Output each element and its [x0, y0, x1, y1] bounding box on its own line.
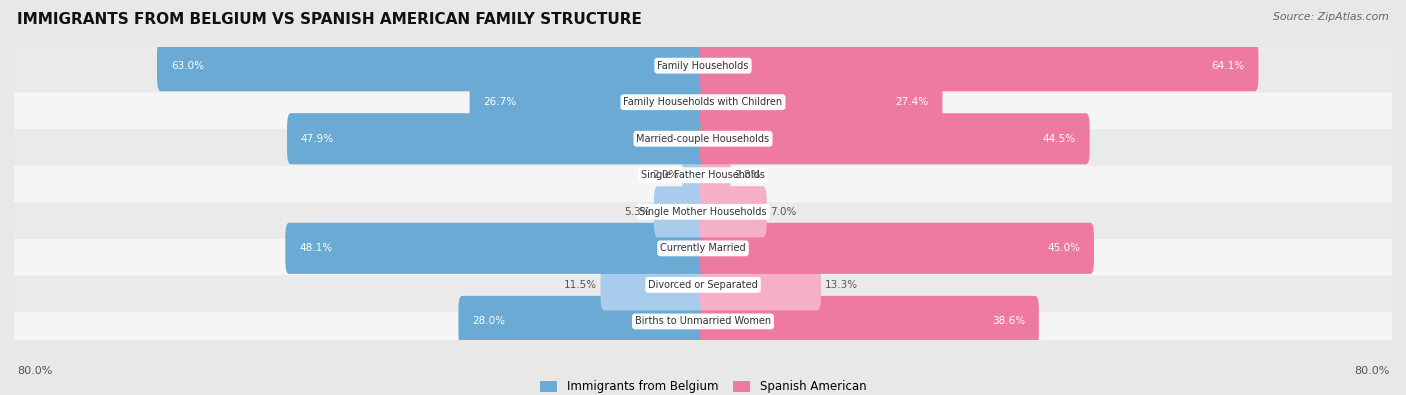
FancyBboxPatch shape [700, 113, 1090, 164]
Text: 11.5%: 11.5% [564, 280, 598, 290]
Text: 27.4%: 27.4% [896, 97, 928, 107]
Text: 5.3%: 5.3% [624, 207, 651, 217]
FancyBboxPatch shape [7, 112, 1399, 166]
Text: 28.0%: 28.0% [472, 316, 505, 326]
Text: Currently Married: Currently Married [661, 243, 745, 253]
FancyBboxPatch shape [600, 260, 706, 310]
FancyBboxPatch shape [157, 40, 706, 91]
Text: 80.0%: 80.0% [1354, 366, 1389, 376]
Text: 47.9%: 47.9% [301, 134, 335, 144]
Text: 26.7%: 26.7% [484, 97, 516, 107]
FancyBboxPatch shape [7, 185, 1399, 239]
Text: Source: ZipAtlas.com: Source: ZipAtlas.com [1274, 12, 1389, 22]
Text: 7.0%: 7.0% [770, 207, 797, 217]
Text: 80.0%: 80.0% [17, 366, 52, 376]
FancyBboxPatch shape [7, 294, 1399, 348]
Text: Single Father Households: Single Father Households [641, 170, 765, 180]
Text: Single Mother Households: Single Mother Households [640, 207, 766, 217]
Text: 63.0%: 63.0% [170, 61, 204, 71]
FancyBboxPatch shape [458, 296, 706, 347]
FancyBboxPatch shape [7, 148, 1399, 202]
FancyBboxPatch shape [7, 221, 1399, 275]
Text: 48.1%: 48.1% [299, 243, 332, 253]
Text: IMMIGRANTS FROM BELGIUM VS SPANISH AMERICAN FAMILY STRUCTURE: IMMIGRANTS FROM BELGIUM VS SPANISH AMERI… [17, 12, 641, 27]
FancyBboxPatch shape [7, 258, 1399, 312]
FancyBboxPatch shape [700, 260, 821, 310]
Text: Family Households: Family Households [658, 61, 748, 71]
Text: Divorced or Separated: Divorced or Separated [648, 280, 758, 290]
Text: Family Households with Children: Family Households with Children [623, 97, 783, 107]
FancyBboxPatch shape [700, 296, 1039, 347]
Text: 38.6%: 38.6% [993, 316, 1025, 326]
Text: 13.3%: 13.3% [824, 280, 858, 290]
FancyBboxPatch shape [700, 150, 731, 201]
Text: Births to Unmarried Women: Births to Unmarried Women [636, 316, 770, 326]
Text: 64.1%: 64.1% [1212, 61, 1244, 71]
FancyBboxPatch shape [7, 39, 1399, 93]
Text: Married-couple Households: Married-couple Households [637, 134, 769, 144]
FancyBboxPatch shape [700, 40, 1258, 91]
FancyBboxPatch shape [700, 77, 942, 128]
FancyBboxPatch shape [700, 186, 766, 237]
FancyBboxPatch shape [287, 113, 706, 164]
Text: 2.8%: 2.8% [734, 170, 761, 180]
FancyBboxPatch shape [470, 77, 706, 128]
FancyBboxPatch shape [700, 223, 1094, 274]
Text: 45.0%: 45.0% [1047, 243, 1080, 253]
Legend: Immigrants from Belgium, Spanish American: Immigrants from Belgium, Spanish America… [534, 376, 872, 395]
FancyBboxPatch shape [682, 150, 706, 201]
Text: 2.0%: 2.0% [652, 170, 679, 180]
Text: 44.5%: 44.5% [1043, 134, 1076, 144]
FancyBboxPatch shape [285, 223, 706, 274]
FancyBboxPatch shape [7, 75, 1399, 129]
FancyBboxPatch shape [654, 186, 706, 237]
